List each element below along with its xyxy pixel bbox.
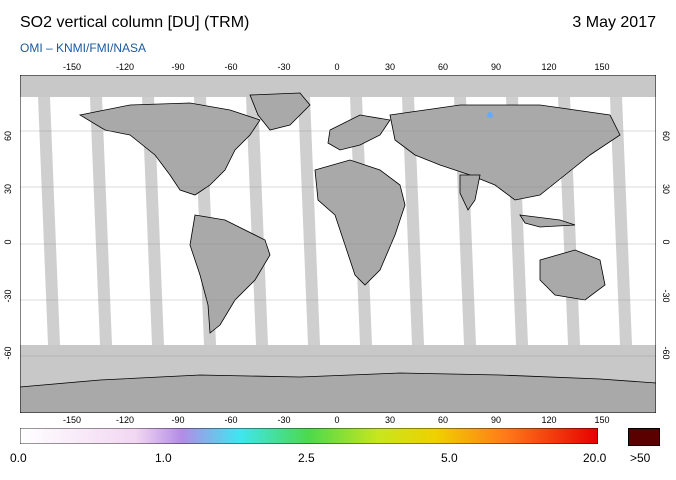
lon-tick-top: 90 — [490, 62, 501, 72]
colorbar-label: 0.0 — [10, 451, 27, 465]
australia — [539, 249, 606, 301]
lon-tick-bottom: 0 — [334, 415, 340, 425]
colorbar-overflow-swatch — [628, 428, 660, 446]
continents — [20, 92, 656, 413]
world-map — [20, 75, 656, 413]
lat-tick-right: -30 — [661, 289, 671, 303]
lon-tick-bottom: 90 — [490, 415, 501, 425]
indonesia — [519, 214, 576, 228]
lat-tick-left: 0 — [3, 239, 13, 245]
europe — [327, 114, 391, 151]
lon-tick-bottom: 60 — [437, 415, 448, 425]
lon-tick-bottom: 30 — [384, 415, 395, 425]
lon-tick-top: 60 — [437, 62, 448, 72]
lon-tick-bottom: -150 — [62, 415, 81, 425]
arctic-no-data — [20, 75, 656, 97]
colorbar-label: 5.0 — [441, 451, 458, 465]
lon-tick-bottom: 150 — [594, 415, 610, 425]
map-title: SO2 vertical column [DU] (TRM) — [20, 14, 250, 31]
lon-tick-top: 0 — [334, 62, 340, 72]
colorbar-label: 1.0 — [155, 451, 172, 465]
lat-tick-right: 30 — [661, 183, 671, 194]
lon-tick-bottom: -30 — [277, 415, 291, 425]
data-credit: OMI – KNMI/FMI/NASA — [20, 41, 147, 55]
greenland — [249, 92, 311, 131]
lat-tick-left: 60 — [3, 131, 13, 142]
graticule — [20, 130, 656, 357]
africa — [314, 159, 406, 286]
colorbar-gradient — [20, 428, 598, 444]
south-america — [189, 214, 271, 334]
lon-tick-top: -60 — [224, 62, 238, 72]
lon-tick-bottom: -60 — [224, 415, 238, 425]
lon-tick-bottom: -90 — [171, 415, 185, 425]
lon-tick-top: 120 — [541, 62, 557, 72]
lat-tick-right: -60 — [661, 346, 671, 360]
lon-tick-top: 150 — [594, 62, 610, 72]
colorbar-label: 2.5 — [298, 451, 315, 465]
lat-tick-right: 0 — [661, 239, 671, 245]
lon-tick-top: -150 — [62, 62, 81, 72]
lat-tick-left: -60 — [3, 346, 13, 360]
lat-tick-right: 60 — [661, 130, 671, 141]
north-america — [78, 102, 261, 196]
lon-tick-top: -30 — [277, 62, 291, 72]
lat-tick-left: -30 — [3, 289, 13, 303]
colorbar-label: 20.0 — [583, 451, 607, 465]
colorbar — [20, 428, 598, 444]
lon-tick-top: -120 — [115, 62, 134, 72]
lat-tick-left: 30 — [3, 184, 13, 195]
india — [459, 174, 481, 211]
lon-tick-top: 30 — [384, 62, 395, 72]
map-date: 3 May 2017 — [572, 14, 656, 31]
lon-tick-bottom: 120 — [541, 415, 557, 425]
antarctica — [20, 372, 656, 413]
lon-tick-top: -90 — [171, 62, 185, 72]
colorbar-overflow-label: >50 — [630, 451, 651, 465]
asia — [389, 104, 621, 201]
lon-tick-bottom: -120 — [115, 415, 134, 425]
so2-hotspot — [487, 112, 493, 118]
